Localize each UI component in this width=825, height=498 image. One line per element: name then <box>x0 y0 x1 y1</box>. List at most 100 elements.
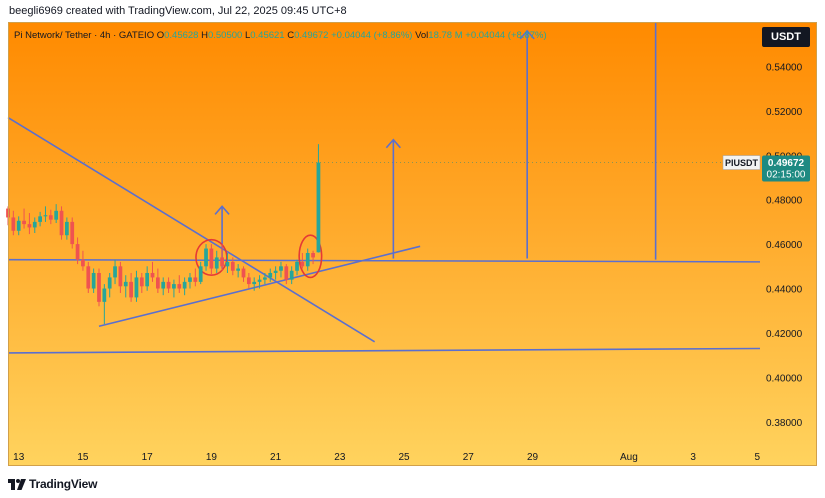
x-tick-label: 27 <box>463 452 475 463</box>
candle-body <box>54 210 59 220</box>
arrow-head <box>519 29 535 40</box>
candle-body <box>70 221 75 245</box>
candle-body <box>27 224 32 228</box>
candle-body <box>38 216 42 222</box>
candle-body <box>22 220 26 225</box>
x-tick-label: 5 <box>755 452 761 463</box>
symbol-info-part: 0.45621 <box>250 30 287 41</box>
candle-body <box>16 220 21 231</box>
credit-text: beegli6969 created with TradingView.com,… <box>9 5 347 17</box>
candle-body <box>241 268 246 278</box>
candle-body <box>316 162 321 253</box>
trend-line <box>7 258 761 263</box>
symbol-info-part: O <box>157 30 164 41</box>
x-tick-label: 13 <box>13 452 25 463</box>
symbol-info-part: 0.49672 <box>294 30 331 41</box>
trend-line <box>7 116 376 343</box>
y-tick-label: 0.40000 <box>766 373 803 384</box>
candle-layer <box>6 144 321 325</box>
candle-body <box>6 208 10 218</box>
candle-body <box>284 266 289 280</box>
x-tick-label: 29 <box>527 452 539 463</box>
info-layer: Pi Network/ Tether · 4h · GATEIO O0.4562… <box>14 30 547 41</box>
symbol-info-part: 18.78 M <box>428 30 465 41</box>
arrow-head <box>385 138 401 149</box>
candle-body <box>113 266 117 278</box>
candle-body <box>65 221 69 236</box>
candle-body <box>97 272 101 302</box>
candle-body <box>225 261 230 267</box>
symbol-info-part: C <box>287 30 294 41</box>
tradingview-brand: TradingView <box>29 477 98 491</box>
candle-body <box>32 221 37 228</box>
y-tick-label: 0.48000 <box>766 196 803 207</box>
x-tick-label: Aug <box>620 452 638 463</box>
candle-body <box>230 261 235 271</box>
x-tick-label: 15 <box>77 452 89 463</box>
symbol-info-part: L <box>245 30 250 41</box>
trend-line <box>7 347 761 354</box>
candle-body <box>161 281 166 289</box>
symbol-info-part: Vol <box>415 30 428 41</box>
candle-body <box>11 217 16 231</box>
candle-body <box>193 277 198 282</box>
tradingview-logo-icon <box>8 479 26 490</box>
candle-body <box>48 215 53 220</box>
candle-body <box>252 281 257 285</box>
candle-body <box>134 277 139 298</box>
candle-body <box>289 270 294 280</box>
candle-body <box>81 259 85 267</box>
symbol-info-part: 0.50500 <box>208 30 245 41</box>
candle-body <box>75 244 80 260</box>
symbol-info-part: 0.45628 <box>164 30 201 41</box>
candle-body <box>188 277 192 282</box>
candle-body <box>102 288 107 302</box>
price-tag-value: 0.49672 <box>768 158 805 169</box>
x-tick-label: 21 <box>270 452 282 463</box>
candle-body <box>236 268 241 271</box>
candle-body <box>305 252 310 267</box>
drawing-layer <box>7 22 761 354</box>
candle-body <box>246 277 251 285</box>
y-tick-label: 0.38000 <box>766 418 803 429</box>
highlight-ellipse <box>298 234 323 279</box>
price-tag-box <box>762 155 810 182</box>
symbol-info-part: H <box>201 30 208 41</box>
x-tick-label: 25 <box>399 452 411 463</box>
currency-button[interactable]: USDT <box>762 27 810 47</box>
candle-body <box>172 284 176 289</box>
candle-body <box>150 272 155 278</box>
arrow-head <box>214 205 230 215</box>
candle-body <box>209 248 214 269</box>
candle-body <box>220 257 224 267</box>
candle-body <box>268 272 273 278</box>
candle-body <box>166 281 171 289</box>
candle-body <box>214 257 219 269</box>
symbol-info-part: +0.04044 (+8.87%) <box>465 30 546 41</box>
symbol-info-part: Pi Network/ Tether · 4h · GATEIO <box>14 30 157 41</box>
header-bar: beegli6969 created with TradingView.com,… <box>0 0 825 22</box>
x-tick-label: 3 <box>690 452 696 463</box>
candle-body <box>123 281 128 287</box>
candle-body <box>311 252 315 258</box>
candle-body <box>43 215 48 217</box>
candle-body <box>86 266 91 289</box>
y-tick-label: 0.42000 <box>766 329 803 340</box>
candle-body <box>257 279 262 282</box>
y-tick-label: 0.54000 <box>766 62 803 73</box>
candle-body <box>107 277 112 289</box>
y-tick-label: 0.44000 <box>766 285 803 296</box>
candle-body <box>91 272 96 289</box>
candle-body <box>279 266 283 271</box>
price-tag-symbol-box <box>722 155 761 170</box>
candle-body <box>177 284 182 289</box>
price-tag-symbol: PIUSDT <box>725 158 759 168</box>
price-tag-countdown: 02:15:00 <box>767 170 806 181</box>
candle-body <box>300 261 305 267</box>
chart-panel[interactable] <box>8 22 817 466</box>
x-tick-label: 23 <box>334 452 346 463</box>
candle-body <box>182 281 187 289</box>
candle-body <box>59 210 64 236</box>
symbol-info-line: Pi Network/ Tether · 4h · GATEIO O0.4562… <box>14 30 547 41</box>
